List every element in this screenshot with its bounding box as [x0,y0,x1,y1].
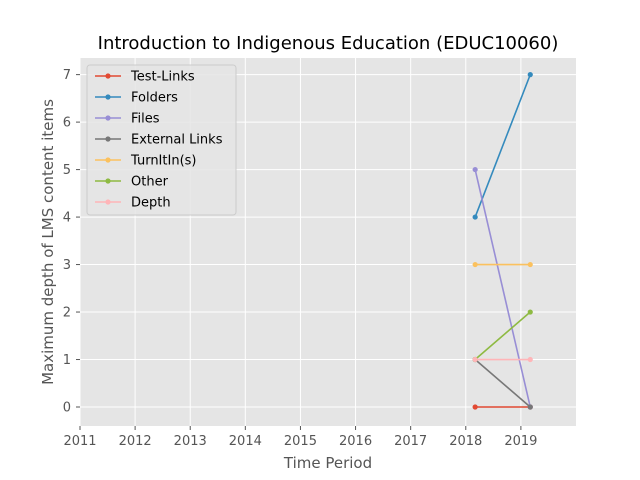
x-tick-label: 2019 [504,434,537,449]
series-group [472,72,533,410]
data-point [527,404,533,410]
legend-label: Folders [131,91,178,106]
y-tick-label: 7 [63,68,71,83]
series-line [474,311,531,361]
series-6 [472,356,533,363]
legend-frame [86,64,237,216]
x-tick-label: 2013 [174,434,207,449]
data-point [527,309,533,315]
data-point [527,72,533,78]
x-tick-label: 2011 [63,434,96,449]
y-tick-label: 3 [63,258,71,273]
x-tick-label: 2017 [394,434,427,449]
x-tick-label: 2016 [339,434,372,449]
legend-marker [105,199,111,205]
x-tick-label: 2018 [449,434,482,449]
legend-label: External Links [131,133,223,148]
legend-label: Other [131,175,169,190]
legend-label: Files [131,112,160,127]
legend-marker [105,157,111,163]
legend-item: Other [95,175,169,190]
chart-title: Introduction to Indigenous Education (ED… [98,33,559,54]
x-tick-label: 2014 [229,434,262,449]
y-tick-label: 5 [63,163,71,178]
y-tick-label: 1 [63,353,71,368]
x-axis-ticks: 2011 2012 2013 2014 2015 2016 2017 2018 2019 [63,426,537,449]
data-point [472,261,478,268]
legend-label: TurnItIn(s) [130,154,196,169]
legend: Test-Links Folders Files External Links Turn… [86,64,237,216]
legend-marker [105,178,111,184]
y-axis-label: Maximum depth of LMS content items [39,99,57,385]
x-tick-label: 2012 [119,434,152,449]
data-point [472,214,478,220]
legend-marker [105,73,111,79]
data-point [527,261,533,268]
y-axis-ticks: 0 1 2 3 4 5 6 7 [63,68,80,416]
legend-marker [105,94,111,100]
legend-label: Test-Links [130,70,195,85]
y-tick-label: 0 [63,401,71,416]
series-line [474,74,532,218]
legend-item: Depth [95,196,171,211]
legend-item: Folders [95,91,178,106]
y-tick-label: 6 [63,116,71,131]
legend-item: Test-Links [95,70,195,85]
series-1 [472,72,533,220]
data-point [527,356,533,363]
legend-item: TurnItIn(s) [95,154,196,169]
y-tick-label: 4 [63,211,71,226]
data-point [472,166,478,173]
y-tick-label: 2 [63,306,71,321]
legend-label: Depth [131,196,171,211]
data-point [472,404,478,410]
series-line [474,358,531,408]
legend-marker [105,115,111,121]
series-4 [472,261,533,268]
x-tick-label: 2015 [284,434,317,449]
legend-item: External Links [95,133,223,148]
series-line [474,169,532,408]
legend-marker [105,136,111,142]
data-point [472,356,478,363]
legend-item: Files [95,112,160,127]
x-axis-label: Time Period [283,454,372,472]
